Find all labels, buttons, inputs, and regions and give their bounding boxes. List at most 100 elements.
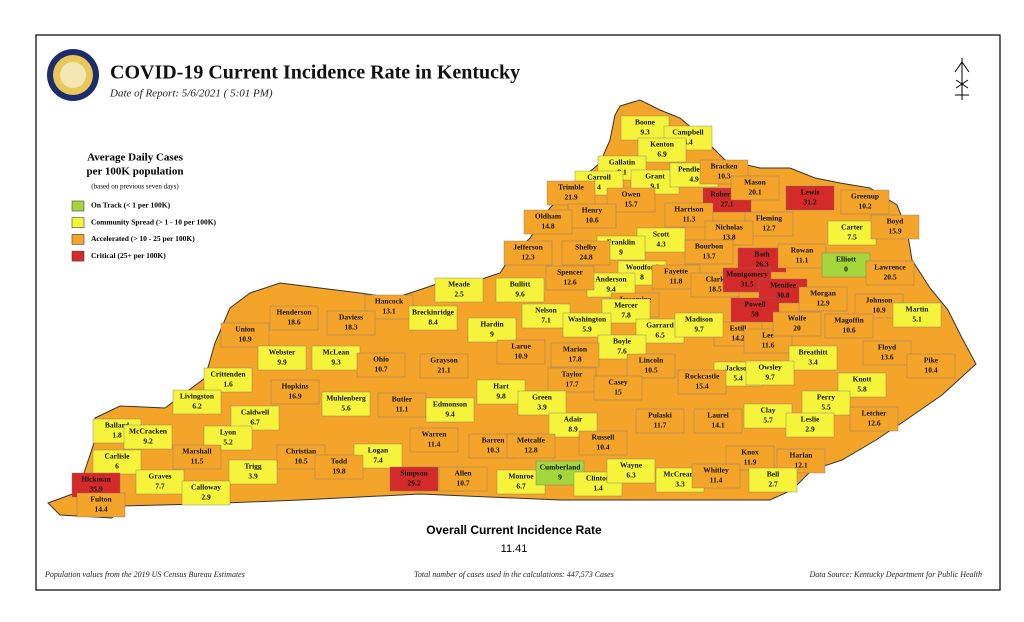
county bbox=[270, 379, 320, 405]
county bbox=[772, 311, 822, 337]
county-name: Lyon bbox=[220, 428, 237, 437]
county-value: 11.1 bbox=[396, 405, 409, 414]
county bbox=[824, 313, 874, 339]
county-name: Magoffin bbox=[834, 316, 864, 325]
county-name: Simpson bbox=[400, 469, 428, 478]
county bbox=[311, 345, 361, 371]
county-value: 12.6 bbox=[563, 278, 576, 287]
footer-right: Data Source: Kentucky Department for Pub… bbox=[808, 570, 982, 579]
county-name: Gallatin bbox=[609, 158, 636, 167]
county bbox=[228, 459, 278, 485]
county-name: Christian bbox=[286, 447, 317, 456]
county-value: 9.3 bbox=[331, 358, 341, 367]
county-name: Hickman bbox=[81, 475, 111, 484]
county-value: 15.9 bbox=[888, 227, 901, 236]
county-name: Floyd bbox=[878, 343, 897, 352]
county bbox=[788, 345, 838, 371]
county-name: Cumberland bbox=[540, 463, 582, 472]
county-value: 3.9 bbox=[537, 403, 547, 412]
legend-swatch bbox=[71, 200, 85, 212]
overall-label: Overall Current Incidence Rate bbox=[426, 523, 602, 537]
county-value: 9.1 bbox=[650, 182, 660, 191]
county-value: 5.8 bbox=[857, 385, 867, 394]
county-name: Henry bbox=[582, 206, 603, 215]
county-value: 3.3 bbox=[675, 480, 685, 489]
county-value: 5.1 bbox=[912, 315, 922, 324]
county-name: Calloway bbox=[191, 483, 221, 492]
county-name: Hancock bbox=[375, 297, 404, 306]
county bbox=[220, 322, 270, 348]
county-name: Wolfe bbox=[788, 314, 807, 323]
county-value: 8 bbox=[640, 273, 644, 282]
county-value: 9.4 bbox=[606, 285, 616, 294]
county bbox=[730, 297, 780, 323]
county bbox=[425, 397, 475, 423]
county bbox=[203, 367, 253, 393]
county bbox=[821, 252, 871, 278]
legend-swatch bbox=[71, 250, 85, 262]
county-value: 24.8 bbox=[579, 253, 592, 262]
county-value: 18.6 bbox=[287, 318, 300, 327]
county-value: 6.2 bbox=[192, 402, 202, 411]
county-value: 29.2 bbox=[407, 479, 420, 488]
county-name: Russell bbox=[592, 433, 615, 442]
county-value: 19.8 bbox=[332, 467, 345, 476]
county-value: 35.9 bbox=[89, 485, 102, 494]
county bbox=[230, 405, 280, 431]
county-value: 17.8 bbox=[568, 355, 581, 364]
county-value: 15 bbox=[614, 388, 622, 397]
county-value: 17.7 bbox=[565, 380, 578, 389]
county-name: Robertson bbox=[710, 190, 744, 199]
county bbox=[691, 463, 741, 489]
county-name: Spencer bbox=[557, 268, 584, 277]
county-name: Washington bbox=[568, 315, 607, 324]
county bbox=[135, 469, 185, 495]
county bbox=[476, 379, 526, 405]
county-name: Greenup bbox=[851, 192, 879, 201]
county-value: 11.6 bbox=[762, 341, 775, 350]
county-name: Morgan bbox=[810, 289, 837, 298]
county-value: 7.5 bbox=[847, 233, 857, 242]
county-value: 4 bbox=[597, 183, 601, 192]
county-name: Mason bbox=[744, 178, 766, 187]
county-name: Anderson bbox=[595, 275, 627, 284]
county-value: 7.4 bbox=[373, 456, 383, 465]
county bbox=[785, 185, 835, 211]
county-value: 14.1 bbox=[711, 421, 724, 430]
county-value: 10.7 bbox=[374, 365, 387, 374]
county-value: 59 bbox=[751, 310, 759, 319]
county-value: 14.8 bbox=[541, 222, 554, 231]
county-name: Kenton bbox=[650, 140, 675, 149]
county-value: 12.6 bbox=[867, 419, 880, 428]
county-name: Livingston bbox=[180, 392, 215, 401]
county-name: Bullitt bbox=[510, 280, 531, 289]
county-name: Clay bbox=[761, 406, 776, 415]
county bbox=[743, 403, 793, 429]
county-name: Franklin bbox=[607, 238, 636, 247]
county-name: Leslie bbox=[801, 415, 820, 424]
county bbox=[326, 310, 376, 336]
county-value: 9.3 bbox=[640, 128, 650, 137]
county-name: Caldwell bbox=[241, 408, 269, 417]
county-value: 6.5 bbox=[655, 331, 665, 340]
county-value: 12.7 bbox=[762, 224, 775, 233]
county-name: Jefferson bbox=[513, 243, 543, 252]
county-value: 12.1 bbox=[794, 461, 807, 470]
county-value: 5.5 bbox=[821, 403, 831, 412]
county-value: 10.6 bbox=[842, 326, 855, 335]
county bbox=[827, 220, 877, 246]
county bbox=[906, 353, 956, 379]
county-name: Green bbox=[532, 393, 553, 402]
county-value: 2.9 bbox=[201, 493, 211, 502]
county-name: McCracken bbox=[129, 427, 168, 436]
county-name: Henderson bbox=[276, 308, 312, 317]
county-name: Butler bbox=[392, 395, 413, 404]
county-value: 11.5 bbox=[191, 457, 204, 466]
county-value: 10.9 bbox=[872, 306, 885, 315]
county-value: 20 bbox=[793, 324, 801, 333]
county-name: Clark bbox=[706, 275, 726, 284]
county-value: 10.3 bbox=[486, 446, 499, 455]
county-name: Knott bbox=[853, 375, 872, 384]
county bbox=[785, 412, 835, 438]
county bbox=[635, 408, 685, 434]
